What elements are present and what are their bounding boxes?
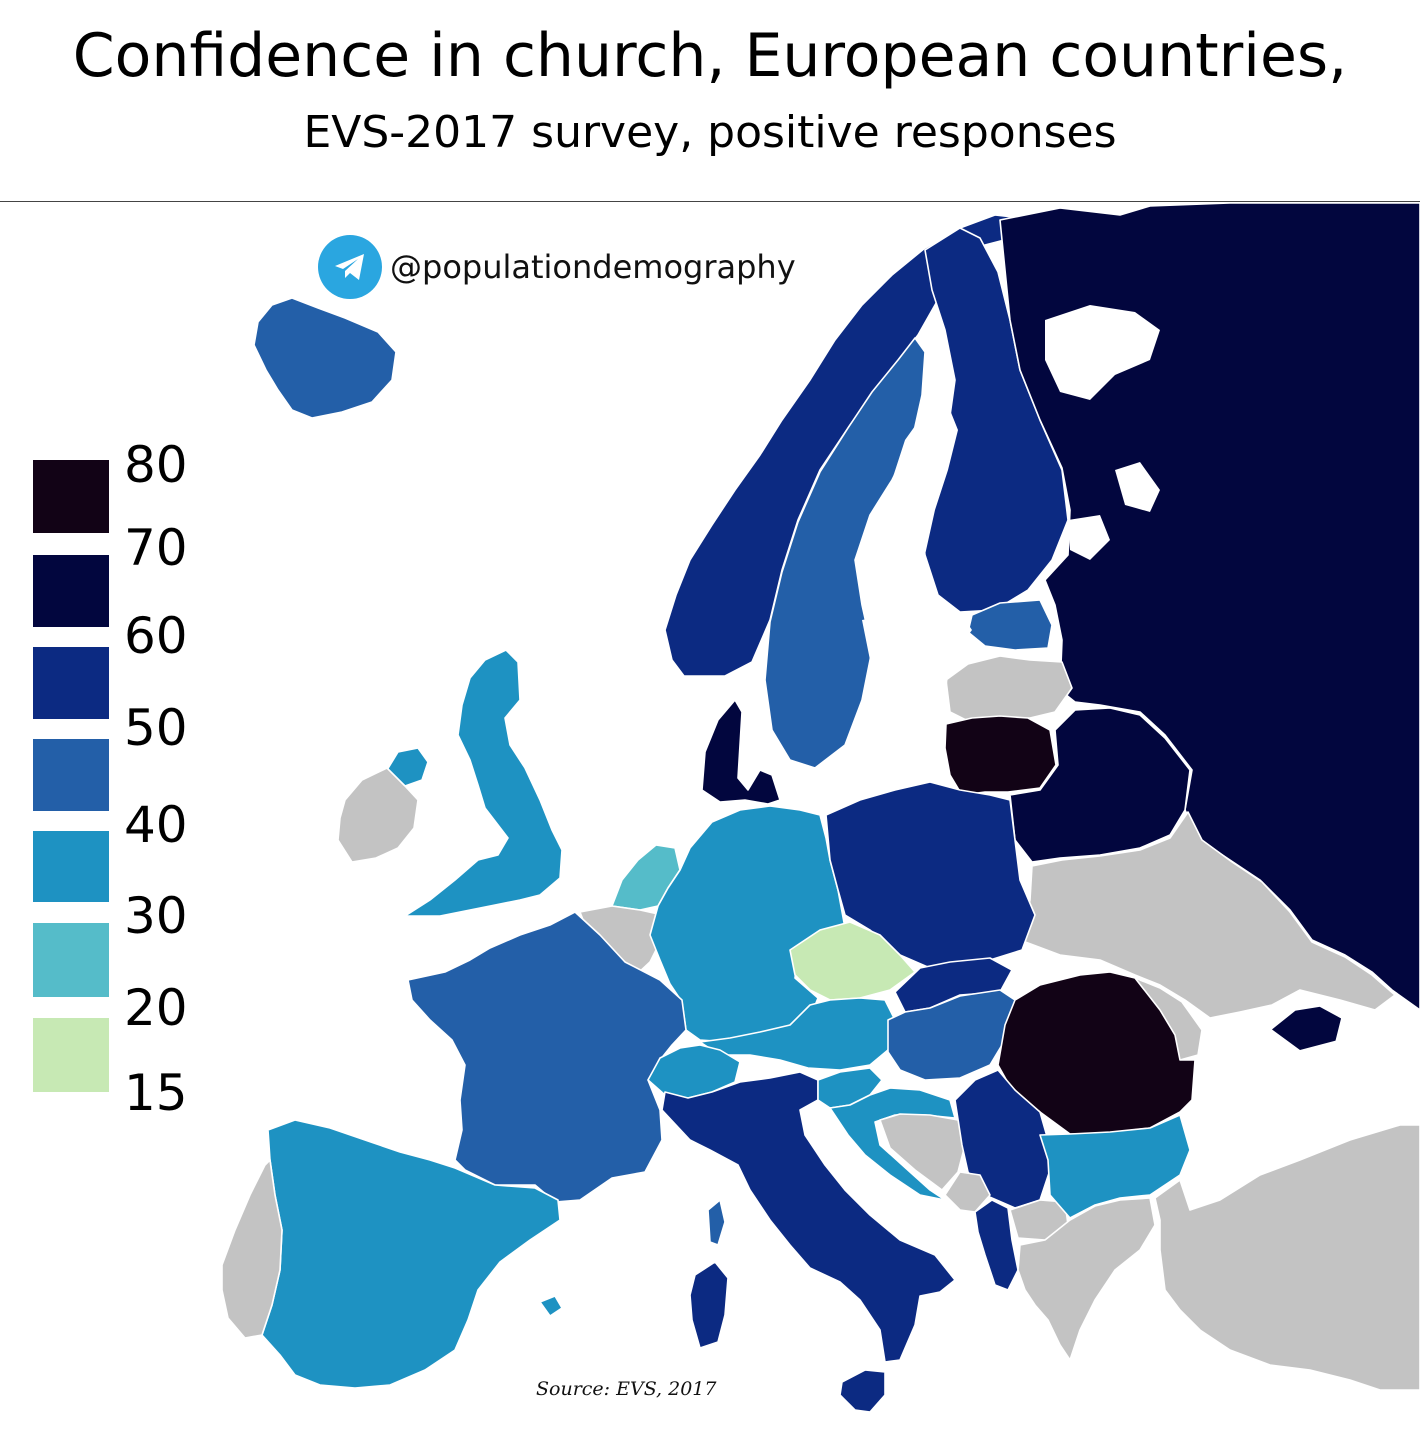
- country-bulgaria[interactable]: [1039, 1114, 1191, 1219]
- country-bosnia-and-herzegovina[interactable]: [879, 1113, 966, 1191]
- source-note: Source: EVS, 2017: [536, 1378, 717, 1400]
- country-italy[interactable]: [661, 1071, 956, 1363]
- country-united-kingdom[interactable]: [404, 649, 563, 917]
- map-title: Confidence in church, European countries…: [72, 21, 1348, 91]
- legend-tick-30: 30: [124, 887, 188, 945]
- telegram-icon: [318, 235, 382, 299]
- country-portugal[interactable]: [221, 1159, 283, 1339]
- legend-swatch-50-60: [33, 647, 109, 719]
- country-latvia[interactable]: [945, 655, 1073, 723]
- country-albania[interactable]: [974, 1199, 1019, 1291]
- country-netherlands[interactable]: [611, 844, 681, 911]
- lake-onega: [1115, 462, 1160, 512]
- lake-ladoga: [1068, 515, 1110, 560]
- country-ireland[interactable]: [337, 767, 419, 863]
- country-ukraine[interactable]: [1019, 811, 1396, 1019]
- country-corsica[interactable]: [707, 1199, 726, 1246]
- country-czechia[interactable]: [789, 921, 916, 1001]
- country-greece[interactable]: [1017, 1197, 1156, 1361]
- country-finland[interactable]: [919, 227, 1069, 613]
- header-divider: [0, 201, 1420, 202]
- europe-map: [0, 203, 1420, 1440]
- gulf-of-bothnia: [862, 405, 958, 610]
- country-denmark[interactable]: [701, 699, 781, 805]
- legend-swatch-70-80: [33, 460, 109, 533]
- country-belarus[interactable]: [1009, 707, 1191, 863]
- white-sea: [1045, 305, 1160, 400]
- credit-badge[interactable]: @populationdemography: [318, 235, 796, 299]
- baltic-sea: [815, 612, 972, 805]
- country-russia[interactable]: [999, 203, 1420, 1011]
- country-turkey[interactable]: [1154, 1124, 1420, 1391]
- legend-swatch-60-70: [33, 555, 109, 627]
- country-balearic-islands[interactable]: [539, 1295, 563, 1317]
- legend-swatch-30-40: [33, 831, 109, 902]
- country-estonia[interactable]: [967, 599, 1053, 651]
- adriatic-sea: [805, 1100, 995, 1285]
- black-sea: [1190, 1028, 1420, 1195]
- legend-swatch-15-20: [33, 1018, 109, 1092]
- country-poland[interactable]: [825, 781, 1036, 969]
- country-sicily[interactable]: [839, 1369, 886, 1413]
- legend-tick-80: 80: [124, 436, 188, 494]
- legend-swatch-20-30: [33, 923, 109, 997]
- map-subtitle: EVS-2017 survey, positive responses: [303, 107, 1117, 158]
- country-france[interactable]: [407, 911, 687, 1203]
- legend-swatch-40-50: [33, 739, 109, 811]
- country-lithuania[interactable]: [944, 715, 1057, 796]
- country-montenegro[interactable]: [944, 1171, 991, 1213]
- legend-tick-15: 15: [124, 1064, 188, 1122]
- legend-tick-40: 40: [124, 796, 188, 854]
- legend-tick-70: 70: [124, 519, 188, 577]
- country-sardinia[interactable]: [689, 1261, 729, 1349]
- legend-tick-60: 60: [124, 607, 188, 665]
- legend-tick-50: 50: [124, 699, 188, 757]
- country-iceland[interactable]: [253, 297, 397, 419]
- legend-tick-20: 20: [124, 979, 188, 1037]
- credit-handle: @populationdemography: [390, 248, 796, 286]
